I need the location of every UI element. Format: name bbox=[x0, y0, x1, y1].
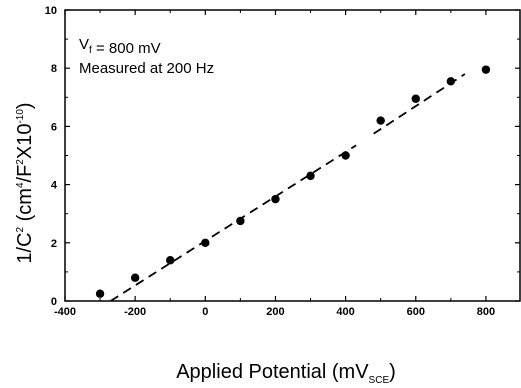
data-point bbox=[341, 151, 350, 160]
data-point bbox=[411, 94, 420, 103]
annotation-frequency: Measured at 200 Hz bbox=[79, 60, 214, 77]
annotation-subscript: f bbox=[89, 45, 92, 56]
y-tick-label: 2 bbox=[51, 238, 57, 250]
data-point bbox=[376, 116, 385, 125]
y-tick-label: 10 bbox=[45, 5, 57, 17]
data-point bbox=[236, 216, 245, 226]
y-axis-title: 1/C2 (cm4/F2X10-10) bbox=[14, 102, 36, 263]
x-tick-label: 800 bbox=[477, 306, 495, 318]
x-tick-label: -400 bbox=[54, 306, 76, 318]
data-point bbox=[130, 273, 140, 282]
x-tick-label: 400 bbox=[336, 306, 354, 318]
data-point bbox=[201, 238, 210, 247]
data-point bbox=[271, 194, 280, 204]
y-tick-label: 0 bbox=[51, 296, 57, 308]
x-tick-label: 200 bbox=[266, 306, 284, 318]
annotation-text: V bbox=[79, 36, 89, 53]
y-tick-label: 8 bbox=[51, 63, 57, 75]
x-axis-title: Applied Potential (mVSCE) bbox=[176, 361, 396, 386]
x-tick-label: -200 bbox=[124, 306, 146, 318]
annotation-text: = 800 mV bbox=[92, 40, 161, 57]
x-tick-label: 0 bbox=[202, 306, 208, 318]
y-tick-label: 6 bbox=[51, 121, 57, 133]
fit-line bbox=[110, 73, 466, 302]
data-point bbox=[446, 77, 456, 86]
data-point bbox=[95, 289, 105, 298]
annotation-text: Measured at 200 Hz bbox=[79, 60, 214, 77]
data-point bbox=[481, 65, 491, 74]
y-tick-labels: 0 2 4 6 8 10 bbox=[45, 5, 58, 308]
y-tick-label: 4 bbox=[51, 180, 58, 192]
fit-line-segment bbox=[110, 144, 357, 302]
data-point bbox=[166, 256, 175, 265]
annotation-vf: Vf = 800 mV bbox=[79, 36, 161, 57]
axis-ticks bbox=[64, 9, 520, 302]
x-tick-label: 600 bbox=[407, 306, 425, 318]
data-points bbox=[95, 65, 491, 298]
data-point bbox=[306, 171, 315, 181]
x-tick-labels: -400 -200 0 200 400 600 800 bbox=[54, 306, 495, 318]
